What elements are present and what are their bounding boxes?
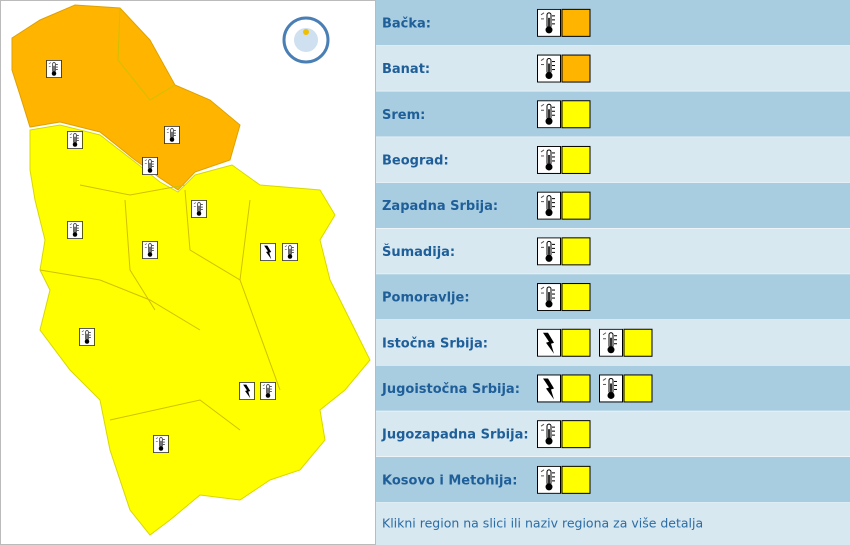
region-map: [0, 0, 376, 545]
row-bg: [376, 274, 850, 320]
warning-icon: [537, 54, 561, 83]
warning-level: [561, 420, 591, 449]
warning-level: [623, 374, 653, 403]
region-borders: [39, 7, 281, 431]
warning-icon: [537, 8, 561, 37]
warning-level: [561, 100, 591, 129]
region-name[interactable]: Srem:: [382, 108, 425, 123]
warning-icon: [537, 283, 561, 312]
region-name[interactable]: Pomoravlje:: [382, 291, 470, 306]
footer-note: Klikni region na slici ili naziv regiona…: [382, 515, 703, 530]
row-bg: [376, 411, 850, 457]
row-bg: [376, 137, 850, 183]
region-list: Bačka: Banat: Srem: Beograd: Zapadna Srbija:…: [376, 0, 850, 545]
warning-icon: [537, 374, 561, 403]
region-name[interactable]: Banat:: [382, 62, 430, 77]
region-name[interactable]: Jugoistočna Srbija:: [381, 382, 520, 397]
row-bg: [376, 457, 850, 503]
warning-level: [561, 374, 591, 403]
warning-level: [561, 145, 591, 174]
warning-level: [561, 191, 591, 220]
warning-icon: [537, 420, 561, 449]
warning-icon: [537, 191, 561, 220]
warning-icon: [537, 100, 561, 129]
warning-icon: [599, 328, 623, 357]
logo: [282, 16, 330, 64]
row-bg: [376, 91, 850, 138]
region-name[interactable]: Šumadija:: [382, 244, 455, 260]
warning-level: [623, 328, 653, 357]
warning-level: [561, 54, 591, 83]
warning-icon: [537, 237, 561, 266]
warning-icon: [537, 145, 561, 174]
footer-bg: [376, 502, 850, 545]
region-name[interactable]: Istočna Srbija:: [382, 336, 488, 351]
row-bg: [376, 45, 850, 92]
row-bg: [376, 0, 850, 46]
warning-level: [561, 237, 591, 266]
row-bg: [376, 182, 850, 229]
warning-level: [561, 283, 591, 312]
region-name[interactable]: Bačka:: [382, 16, 431, 31]
row-bg: [376, 228, 850, 275]
warning-icon: [537, 465, 561, 494]
warning-icon: [599, 374, 623, 403]
region-name[interactable]: Beograd:: [382, 153, 449, 168]
warning-level: [561, 465, 591, 494]
region-name[interactable]: Jugozapadna Srbija:: [381, 428, 529, 443]
region-name[interactable]: Kosovo i Metohija:: [382, 473, 517, 488]
warning-icon: [537, 328, 561, 357]
warning-level: [561, 328, 591, 357]
warning-level: [561, 8, 591, 37]
region-name[interactable]: Zapadna Srbija:: [382, 199, 498, 214]
